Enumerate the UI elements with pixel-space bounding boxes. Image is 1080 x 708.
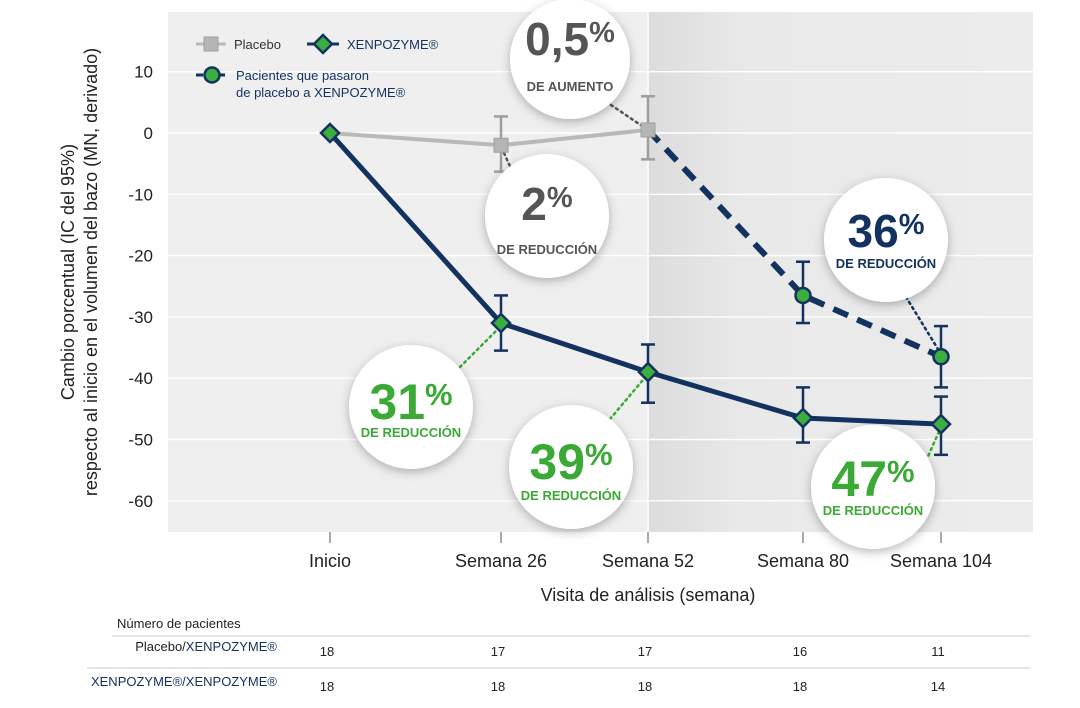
patients-count-cell: 18	[638, 679, 652, 694]
callout-percent: 47%	[831, 451, 914, 507]
y-tick-label: -20	[128, 247, 153, 266]
callout-pointer	[904, 295, 943, 356]
y-axis-title-line1: Cambio porcentual (IC del 95%)	[58, 144, 78, 400]
patients-count-cell: 16	[793, 644, 807, 659]
patients-count-cell: 18	[793, 679, 807, 694]
patients-count-cell: 18	[491, 679, 505, 694]
callout-circle	[485, 154, 609, 278]
callout-percent: 39%	[529, 434, 612, 490]
xenpozyme-point	[319, 122, 341, 144]
row-label-part-a: XENPOZYME®/	[91, 674, 186, 689]
callout-subtitle: DE REDUCCIÓN	[497, 242, 597, 257]
y-axis-title-line2: respecto al inicio en el volumen del baz…	[81, 48, 101, 496]
callout-percent-value: 47	[831, 451, 887, 507]
y-tick-label: -50	[128, 431, 153, 450]
callout-bubble: 31%DE REDUCCIÓN	[349, 345, 473, 469]
legend: Placebo XENPOZYME® Pacientes que pasaron de…	[196, 33, 439, 100]
patients-count-cell: 17	[491, 644, 505, 659]
legend-xenpozyme-marker	[312, 33, 334, 55]
callout-percent-sign: %	[585, 437, 613, 472]
callout-percent-value: 39	[529, 434, 585, 490]
x-tick-label: Semana 80	[757, 551, 849, 571]
callout-subtitle: DE AUMENTO	[527, 79, 614, 94]
callout-circle	[349, 345, 473, 469]
callout-bubble: 2% DE REDUCCIÓN	[485, 154, 609, 278]
callout-subtitle: DE REDUCCIÓN	[836, 256, 936, 271]
callout-percent-sign: %	[899, 209, 925, 241]
callout-percent-value: 2	[521, 178, 547, 230]
row-label-part-b: XENPOZYME®	[186, 674, 278, 689]
switch-point	[932, 347, 950, 366]
callout-circle	[509, 405, 633, 529]
callout-percent: 36%	[848, 205, 925, 257]
callout-subtitle: DE REDUCCIÓN	[361, 425, 461, 440]
y-tick-label: -30	[128, 308, 153, 327]
callout-circle	[811, 425, 935, 549]
callout-bubble: 0,5% DE AUMENTO	[510, 0, 630, 119]
callout-bubble: 47%DE REDUCCIÓN	[811, 425, 935, 549]
callout-pointer	[924, 425, 943, 463]
legend-switch-label-line2: de placebo a XENPOZYME®	[236, 85, 406, 100]
legend-xenpozyme-label: XENPOZYME®	[347, 37, 439, 52]
callout-bubble: 39%DE REDUCCIÓN	[509, 405, 633, 529]
legend-placebo-label: Placebo	[234, 37, 281, 52]
placebo-point	[640, 122, 656, 138]
xenpozyme-point	[637, 361, 659, 383]
callout-percent-value: 0,5	[525, 13, 589, 65]
legend-switch-marker	[203, 66, 221, 84]
patients-count-cell: 18	[320, 644, 334, 659]
callout-percent: 31%	[369, 374, 452, 430]
patients-count-cell: 11	[931, 644, 945, 659]
x-tick-label: Semana 52	[602, 551, 694, 571]
series-line-switch	[645, 127, 943, 360]
patients-count-cell: 14	[931, 679, 945, 694]
patients-row-label: Placebo/XENPOZYME®	[135, 639, 277, 654]
callout-bubble: 36%DE REDUCCIÓN	[824, 178, 948, 302]
placebo-point	[493, 137, 509, 153]
callout-pointer	[458, 324, 503, 369]
callout-percent-sign: %	[425, 377, 453, 412]
row-label-part-a: Placebo/	[135, 639, 186, 654]
patients-count-cell: 17	[638, 644, 652, 659]
callout-percent: 2%	[521, 178, 573, 230]
patients-count-cell: 18	[320, 679, 334, 694]
xenpozyme-point	[930, 413, 952, 435]
switch-point	[794, 286, 812, 305]
callout-percent-value: 36	[848, 205, 899, 257]
x-tick-label: Inicio	[309, 551, 351, 571]
y-tick-label: 10	[134, 63, 153, 82]
row-label-part-b: XENPOZYME®	[186, 639, 278, 654]
patients-row-label: XENPOZYME®/XENPOZYME®	[91, 674, 277, 689]
callout-subtitle: DE REDUCCIÓN	[521, 488, 621, 503]
y-tick-label: -10	[128, 185, 153, 204]
x-tick-label: Semana 104	[890, 551, 992, 571]
callout-subtitle: DE REDUCCIÓN	[823, 503, 923, 518]
y-tick-label: -40	[128, 369, 153, 388]
legend-placebo-marker	[203, 36, 219, 52]
x-axis-title: Visita de análisis (semana)	[541, 585, 756, 605]
callout-circle	[510, 0, 630, 119]
callout-percent-sign: %	[589, 17, 615, 49]
callout-circle	[824, 178, 948, 302]
patients-table-title: Número de pacientes	[117, 616, 241, 631]
y-tick-label: -60	[128, 492, 153, 511]
callout-percent-sign: %	[547, 182, 573, 214]
y-tick-label: 0	[144, 124, 153, 143]
xenpozyme-point	[792, 407, 814, 429]
callout-pointer	[608, 372, 650, 421]
callout-percent-sign: %	[887, 454, 915, 489]
callout-percent: 0,5%	[525, 13, 615, 65]
xenpozyme-point	[490, 312, 512, 334]
x-tick-label: Semana 26	[455, 551, 547, 571]
callout-percent-value: 31	[369, 374, 425, 430]
legend-switch-label-line1: Pacientes que pasaron	[236, 68, 369, 83]
